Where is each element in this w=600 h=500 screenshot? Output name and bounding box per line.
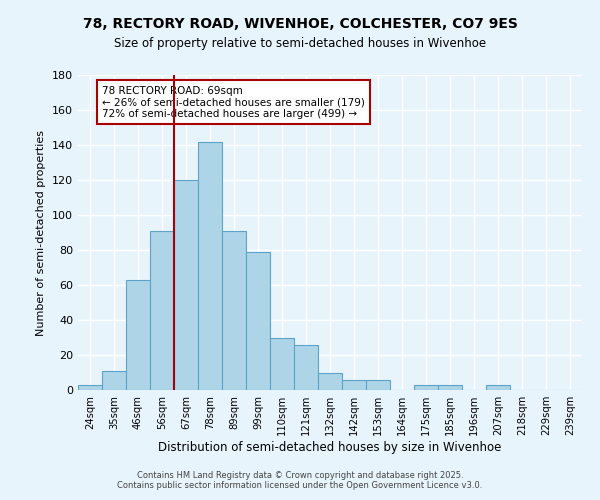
Bar	[222, 231, 246, 390]
Bar	[126, 280, 150, 390]
Bar	[150, 231, 174, 390]
Bar	[342, 380, 366, 390]
Bar	[102, 371, 126, 390]
Text: 78 RECTORY ROAD: 69sqm
← 26% of semi-detached houses are smaller (179)
72% of se: 78 RECTORY ROAD: 69sqm ← 26% of semi-det…	[102, 86, 365, 118]
Text: 78, RECTORY ROAD, WIVENHOE, COLCHESTER, CO7 9ES: 78, RECTORY ROAD, WIVENHOE, COLCHESTER, …	[83, 18, 517, 32]
Bar	[198, 142, 222, 390]
Bar	[366, 380, 390, 390]
Bar	[78, 385, 102, 390]
X-axis label: Distribution of semi-detached houses by size in Wivenhoe: Distribution of semi-detached houses by …	[158, 441, 502, 454]
Bar	[414, 385, 438, 390]
Bar	[270, 338, 294, 390]
Bar	[294, 344, 318, 390]
Bar	[486, 385, 510, 390]
Bar	[246, 252, 270, 390]
Y-axis label: Number of semi-detached properties: Number of semi-detached properties	[37, 130, 46, 336]
Text: Size of property relative to semi-detached houses in Wivenhoe: Size of property relative to semi-detach…	[114, 38, 486, 51]
Bar	[174, 180, 198, 390]
Bar	[318, 372, 342, 390]
Bar	[438, 385, 462, 390]
Text: Contains HM Land Registry data © Crown copyright and database right 2025.
Contai: Contains HM Land Registry data © Crown c…	[118, 470, 482, 490]
